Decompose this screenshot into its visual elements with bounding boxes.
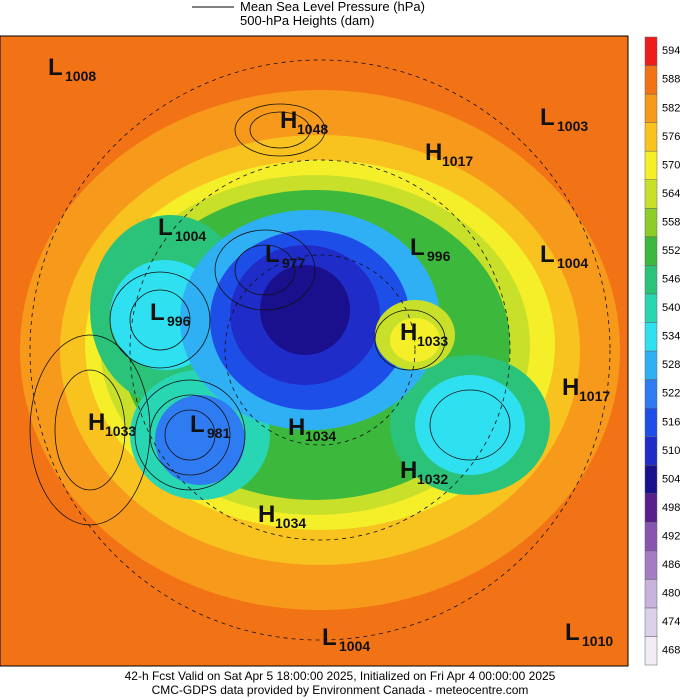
colorbar-swatch — [644, 293, 658, 323]
system-type: L — [565, 619, 580, 646]
colorbar-label: 486 — [662, 559, 680, 571]
footer-valid: 42-h Fcst Valid on Sat Apr 5 18:00:00 20… — [125, 669, 556, 683]
colorbar-label: 594 — [662, 45, 680, 57]
colorbar-swatch — [644, 236, 658, 266]
system-type: L — [150, 299, 165, 326]
colorbar-swatch — [644, 208, 658, 238]
colorbar-label: 498 — [662, 502, 680, 514]
system-pressure: 1004 — [339, 638, 370, 654]
system-type: L — [190, 411, 205, 438]
colorbar-swatch — [644, 179, 658, 209]
colorbar-swatch — [644, 493, 658, 523]
colorbar-swatch — [644, 607, 658, 637]
system-pressure: 977 — [282, 255, 306, 271]
colorbar-label: 522 — [662, 388, 680, 400]
colorbar-swatch — [644, 379, 658, 409]
system-type: H — [425, 139, 442, 166]
colorbar-swatch — [644, 550, 658, 580]
system-pressure: 1004 — [557, 255, 588, 271]
system-pressure: 1033 — [105, 423, 136, 439]
system-pressure: 1034 — [275, 515, 306, 531]
system-pressure: 996 — [167, 313, 191, 329]
colorbar-swatch — [644, 350, 658, 380]
colorbar-swatch — [644, 464, 658, 494]
colorbar-swatch — [644, 65, 658, 95]
system-type: H — [562, 374, 579, 401]
colorbar-label: 546 — [662, 274, 680, 286]
colorbar-label: 510 — [662, 445, 680, 457]
colorbar-label: 582 — [662, 102, 680, 114]
system-pressure: 1048 — [297, 121, 328, 137]
colorbar-label: 534 — [662, 331, 680, 343]
system-type: L — [48, 54, 63, 81]
system-type: H — [400, 457, 417, 484]
height-field — [0, 36, 628, 666]
colorbar-swatch — [644, 636, 658, 666]
system-pressure: 1034 — [305, 428, 336, 444]
colorbar-label: 516 — [662, 416, 680, 428]
colorbar-swatch — [644, 36, 658, 66]
colorbar-swatch — [644, 436, 658, 466]
colorbar-label: 588 — [662, 74, 680, 86]
colorbar-swatch — [644, 265, 658, 295]
colorbar-label: 468 — [662, 645, 680, 657]
system-type: L — [158, 214, 173, 241]
colorbar-swatch — [644, 522, 658, 552]
system-pressure: 1032 — [417, 471, 448, 487]
colorbar-swatch — [644, 122, 658, 152]
colorbar-swatch — [644, 93, 658, 123]
system-type: H — [288, 414, 305, 441]
system-type: H — [280, 107, 297, 134]
system-pressure: 1033 — [417, 333, 448, 349]
colorbar-label: 564 — [662, 188, 680, 200]
system-pressure: 1017 — [579, 388, 610, 404]
colorbar-label: 558 — [662, 216, 680, 228]
system-pressure: 1010 — [582, 633, 613, 649]
colorbar-label: 576 — [662, 131, 680, 143]
system-type: L — [322, 624, 337, 651]
system-type: H — [400, 319, 417, 346]
system-pressure: 1003 — [557, 118, 588, 134]
colorbar-swatch — [644, 407, 658, 437]
colorbar-label: 570 — [662, 159, 680, 171]
system-pressure: 1004 — [175, 228, 206, 244]
system-type: H — [258, 501, 275, 528]
legend-heights: 500-hPa Heights (dam) — [240, 13, 374, 28]
system-pressure: 1008 — [65, 68, 96, 84]
colorbar-label: 492 — [662, 530, 680, 542]
colorbar-swatch — [644, 150, 658, 180]
system-pressure: 996 — [427, 248, 451, 264]
map-frame — [0, 35, 629, 667]
colorbar-label: 528 — [662, 359, 680, 371]
footer-credit: CMC-GDPS data provided by Environment Ca… — [152, 683, 529, 697]
colorbar-label: 480 — [662, 588, 680, 600]
colorbar-swatch — [644, 322, 658, 352]
system-type: L — [410, 234, 425, 261]
legend-mslp: Mean Sea Level Pressure (hPa) — [240, 0, 425, 14]
system-pressure: 1017 — [442, 153, 473, 169]
system-pressure: 981 — [207, 425, 231, 441]
system-type: H — [88, 409, 105, 436]
system-type: L — [265, 241, 280, 268]
colorbar-label: 504 — [662, 473, 680, 485]
colorbar-label: 474 — [662, 616, 680, 628]
colorbar-swatch — [644, 579, 658, 609]
system-type: L — [540, 241, 555, 268]
colorbar-label: 540 — [662, 302, 680, 314]
colorbar-label: 552 — [662, 245, 680, 257]
system-type: L — [540, 104, 555, 131]
